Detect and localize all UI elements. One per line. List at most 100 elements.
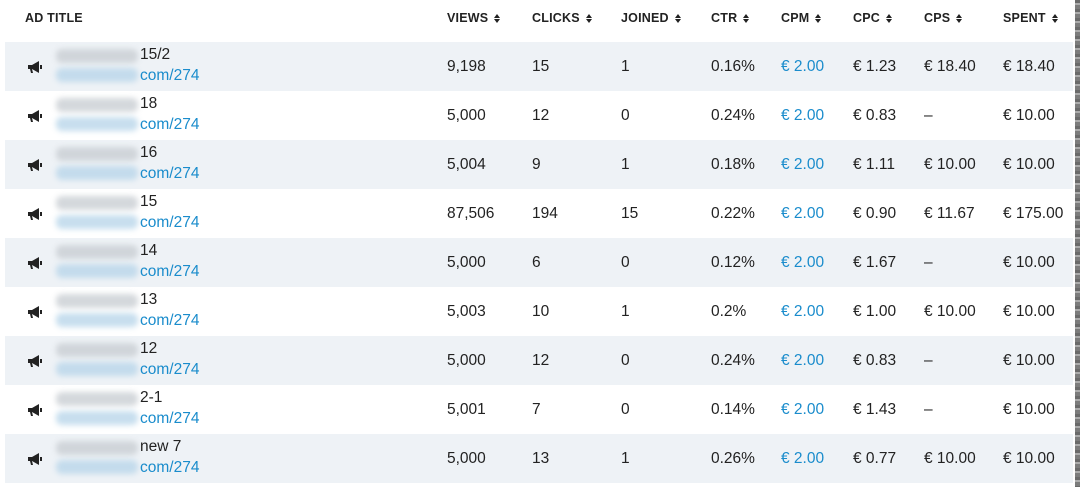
spent-cell: € 10.00 xyxy=(1003,302,1055,320)
joined-cell: 0 xyxy=(621,351,630,369)
sort-arrows-icon xyxy=(1051,14,1058,23)
cps-cell: – xyxy=(924,253,933,271)
ad-link[interactable]: com/274 xyxy=(140,214,200,231)
clicks-cell: 12 xyxy=(532,351,550,369)
cpc-cell: € 1.67 xyxy=(853,253,897,271)
blurred-channel-name xyxy=(56,147,138,161)
cps-cell: € 10.00 xyxy=(924,155,976,173)
megaphone-icon xyxy=(28,404,42,416)
ctr-cell: 0.24% xyxy=(711,351,755,369)
views-cell: 5,003 xyxy=(447,302,486,320)
ad-link[interactable]: com/274 xyxy=(140,459,200,476)
blurred-channel-name xyxy=(56,294,138,308)
cpm-cell[interactable]: € 2.00 xyxy=(781,351,825,369)
col-ctr-sort[interactable]: CTR xyxy=(711,11,750,25)
sort-arrows-icon xyxy=(886,14,892,23)
ctr-cell: 0.24% xyxy=(711,106,755,124)
col-cpm-sort[interactable]: CPM xyxy=(781,11,822,25)
ad-link[interactable]: com/274 xyxy=(140,361,200,378)
table-row[interactable]: 16 com/274 5,004 9 1 0.18% € 2.00 € 1.11… xyxy=(5,140,1073,189)
views-cell: 5,000 xyxy=(447,351,486,369)
cpm-cell[interactable]: € 2.00 xyxy=(781,253,825,271)
cpm-cell[interactable]: € 2.00 xyxy=(781,155,825,173)
ad-link[interactable]: com/274 xyxy=(140,312,200,329)
col-joined-sort[interactable]: JOINED xyxy=(621,11,681,25)
megaphone-icon xyxy=(28,355,42,367)
blurred-link-prefix xyxy=(56,362,138,376)
table-row[interactable]: 15 com/274 87,506 194 15 0.22% € 2.00 € … xyxy=(5,189,1073,238)
ad-link[interactable]: com/274 xyxy=(140,67,200,84)
ads-table: AD TITLE VIEWS CLICKS JOINED CTR CPM CPC… xyxy=(5,0,1073,483)
col-spent-sort[interactable]: SPENT xyxy=(1003,11,1058,25)
table-row[interactable]: new 7 com/274 5,000 13 1 0.26% € 2.00 € … xyxy=(5,434,1073,483)
blurred-channel-name xyxy=(56,98,138,112)
table-row[interactable]: 15/2 com/274 9,198 15 1 0.16% € 2.00 € 1… xyxy=(5,42,1073,91)
col-views-sort[interactable]: VIEWS xyxy=(447,11,501,25)
megaphone-icon xyxy=(28,306,42,318)
cpc-cell: € 0.83 xyxy=(853,351,897,369)
cpc-cell: € 1.23 xyxy=(853,57,897,75)
cps-cell: € 11.67 xyxy=(924,204,975,222)
table-row[interactable]: 18 com/274 5,000 12 0 0.24% € 2.00 € 0.8… xyxy=(5,91,1073,140)
clicks-cell: 13 xyxy=(532,449,550,467)
views-cell: 5,000 xyxy=(447,449,486,467)
col-cps-sort[interactable]: CPS xyxy=(924,11,963,25)
ad-link[interactable]: com/274 xyxy=(140,116,200,133)
table-row[interactable]: 13 com/274 5,003 10 1 0.2% € 2.00 € 1.00… xyxy=(5,287,1073,336)
blurred-channel-name xyxy=(56,245,138,259)
ctr-cell: 0.26% xyxy=(711,449,755,467)
table-row[interactable]: 12 com/274 5,000 12 0 0.24% € 2.00 € 0.8… xyxy=(5,336,1073,385)
col-cpc-sort[interactable]: CPC xyxy=(853,11,892,25)
sort-arrows-icon xyxy=(956,14,963,23)
cpm-cell[interactable]: € 2.00 xyxy=(781,449,825,467)
joined-cell: 1 xyxy=(621,449,630,467)
cpc-cell: € 1.43 xyxy=(853,400,897,418)
table-row[interactable]: 14 com/274 5,000 6 0 0.12% € 2.00 € 1.67… xyxy=(5,238,1073,287)
clicks-cell: 12 xyxy=(532,106,550,124)
sort-arrows-icon xyxy=(585,14,592,23)
col-clicks-sort[interactable]: CLICKS xyxy=(532,11,592,25)
cpm-cell[interactable]: € 2.00 xyxy=(781,106,825,124)
blurred-link-prefix xyxy=(56,68,138,82)
blurred-link-prefix xyxy=(56,313,138,327)
spent-cell: € 10.00 xyxy=(1003,400,1055,418)
ad-title: new 7 xyxy=(140,438,182,455)
table-row[interactable]: 2-1 com/274 5,001 7 0 0.14% € 2.00 € 1.4… xyxy=(5,385,1073,434)
blurred-channel-name xyxy=(56,441,138,455)
cpm-cell[interactable]: € 2.00 xyxy=(781,57,825,75)
ctr-cell: 0.14% xyxy=(711,400,755,418)
ad-title: 14 xyxy=(140,242,158,259)
clicks-cell: 10 xyxy=(532,302,550,320)
views-cell: 5,000 xyxy=(447,253,486,271)
views-cell: 9,198 xyxy=(447,57,486,75)
cpm-cell[interactable]: € 2.00 xyxy=(781,302,825,320)
ad-link[interactable]: com/274 xyxy=(140,165,200,182)
clicks-cell: 194 xyxy=(532,204,558,222)
ctr-cell: 0.22% xyxy=(711,204,755,222)
blurred-link-prefix xyxy=(56,117,138,131)
cpm-cell[interactable]: € 2.00 xyxy=(781,400,825,418)
cps-cell: € 10.00 xyxy=(924,302,976,320)
clicks-cell: 9 xyxy=(532,155,541,173)
col-ad-title: AD TITLE xyxy=(25,11,83,25)
blurred-link-prefix xyxy=(56,411,138,425)
cpm-cell[interactable]: € 2.00 xyxy=(781,204,825,222)
cps-cell: – xyxy=(924,351,933,369)
ctr-cell: 0.12% xyxy=(711,253,755,271)
ad-title: 15 xyxy=(140,193,158,210)
ad-title: 18 xyxy=(140,95,158,112)
window-edge xyxy=(1075,0,1080,487)
ad-title: 15/2 xyxy=(140,46,171,63)
joined-cell: 1 xyxy=(621,155,630,173)
cps-cell: € 18.40 xyxy=(924,57,976,75)
joined-cell: 1 xyxy=(621,302,630,320)
ad-link[interactable]: com/274 xyxy=(140,263,200,280)
joined-cell: 1 xyxy=(621,57,630,75)
spent-cell: € 175.00 xyxy=(1003,204,1064,222)
blurred-link-prefix xyxy=(56,264,138,278)
spent-cell: € 10.00 xyxy=(1003,106,1055,124)
ad-title: 13 xyxy=(140,291,158,308)
cpc-cell: € 0.83 xyxy=(853,106,897,124)
ad-link[interactable]: com/274 xyxy=(140,410,200,427)
megaphone-icon xyxy=(28,257,42,269)
